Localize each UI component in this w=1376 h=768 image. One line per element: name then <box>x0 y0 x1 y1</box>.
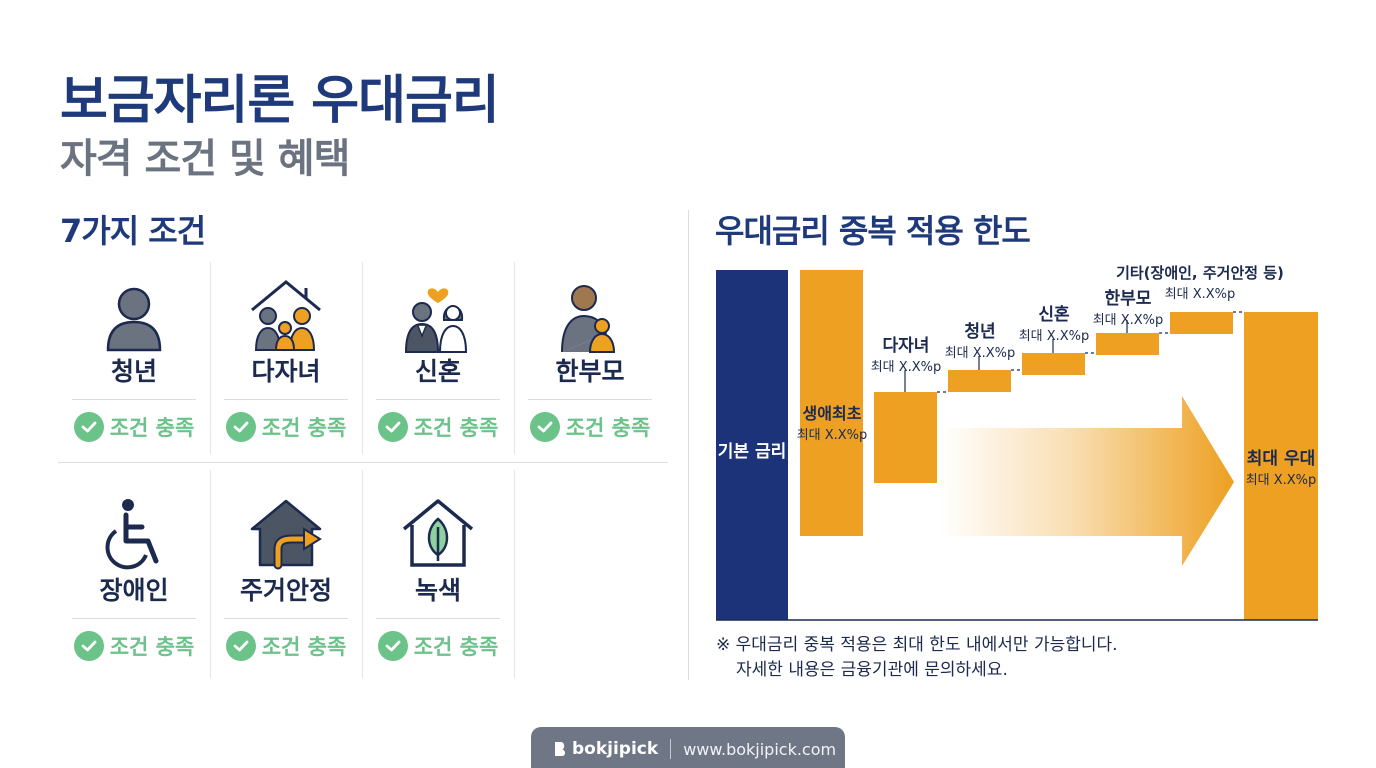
card-divider <box>376 399 500 400</box>
bokjipick-logo-icon <box>555 742 565 756</box>
chart-label-sub: 최대 X.X%p <box>870 360 942 375</box>
bar-multichild <box>874 392 937 483</box>
grid-divider <box>58 462 668 463</box>
grid-divider <box>362 262 363 454</box>
condition-label: 한부모 <box>555 357 625 386</box>
chart-label-single-parent: 한부모 최대 X.X%p <box>1082 284 1174 328</box>
status-text: 조건 충족 <box>565 416 651 440</box>
background-arrow <box>940 396 1234 566</box>
chart-label-first-home: 생애최초 최대 X.X%p <box>790 400 874 443</box>
status-badge: 조건 충족 <box>210 631 362 661</box>
status-badge: 조건 충족 <box>210 412 362 442</box>
section-divider <box>688 210 689 680</box>
condition-label: 주거안정 <box>239 576 332 605</box>
bar-newlywed <box>1022 353 1085 375</box>
check-icon <box>529 412 560 442</box>
chart-label-sub: 최대 X.X%p <box>1164 287 1236 302</box>
card-divider <box>72 399 196 400</box>
condition-card-youth: 청년 조건 충족 <box>58 266 210 461</box>
chart-label-title: 기본 금리 <box>717 442 787 462</box>
house-arrow-icon <box>250 499 322 570</box>
grid-divider <box>514 262 515 454</box>
condition-card-green: 녹색 조건 충족 <box>362 485 514 680</box>
brand-name: bokjipick <box>572 739 659 759</box>
condition-label: 다자녀 <box>251 357 321 386</box>
conditions-heading: 7가지 조건 <box>60 212 206 250</box>
status-badge: 조건 충족 <box>514 412 666 442</box>
condition-card-multichild: 다자녀 조건 충족 <box>210 266 362 461</box>
bar-youth <box>948 370 1011 392</box>
overlap-heading: 우대금리 중복 적용 한도 <box>715 212 1031 250</box>
footer-separator <box>670 739 672 759</box>
status-badge: 조건 충족 <box>362 412 514 442</box>
card-divider <box>224 399 348 400</box>
chart-label-sub: 최대 X.X%p <box>1092 313 1164 328</box>
card-divider <box>72 618 196 619</box>
condition-card-disability: 장애인 조건 충족 <box>58 485 210 680</box>
chart-label-youth: 청년 최대 X.X%p <box>934 317 1026 361</box>
check-icon <box>225 412 256 442</box>
chart-label-title: 생애최초 <box>802 404 862 423</box>
chart-label-title: 한부모 <box>1104 289 1152 309</box>
green-leaf-house-icon <box>402 499 474 567</box>
page-title: 보금자리론 우대금리 <box>60 71 500 131</box>
status-text: 조건 충족 <box>261 416 347 440</box>
chart-label-title: 기타(장애인, 주거안정 등) <box>1116 264 1284 282</box>
family-house-icon <box>251 280 321 351</box>
status-badge: 조건 충족 <box>58 631 210 661</box>
card-divider <box>376 618 500 619</box>
chart-label-multichild: 다자녀 최대 X.X%p <box>860 331 952 375</box>
bar-other <box>1170 312 1233 334</box>
check-icon <box>377 631 408 661</box>
grid-divider <box>362 470 363 678</box>
chart-label-title: 신혼 <box>1038 305 1070 325</box>
wheelchair-icon <box>105 499 159 570</box>
condition-card-newlywed: 신혼 조건 충족 <box>362 266 514 461</box>
card-divider <box>528 399 652 400</box>
note-line: 자세한 내용은 금융기관에 문의하세요. <box>736 660 1008 680</box>
grid-divider <box>210 470 211 678</box>
status-text: 조건 충족 <box>413 416 499 440</box>
grid-divider <box>210 262 211 454</box>
chart-label-title: 청년 <box>964 322 996 342</box>
condition-label: 청년 <box>110 357 157 386</box>
bar-single-parent <box>1096 333 1159 355</box>
chart-label-max: 최대 우대 최대 X.X%p <box>1236 444 1326 488</box>
condition-card-housing-stability: 주거안정 조건 충족 <box>210 485 362 680</box>
chart-label-sub: 최대 X.X%p <box>944 346 1016 361</box>
footer-badge: bokjipick www.bokjipick.com <box>531 727 845 768</box>
newlywed-couple-icon <box>404 288 468 353</box>
card-divider <box>224 618 348 619</box>
chart-label-title: 최대 우대 <box>1246 449 1316 469</box>
chart-label-sub: 최대 X.X%p <box>1245 473 1317 488</box>
check-icon <box>377 412 408 442</box>
chart-label-base: 기본 금리 <box>716 437 788 462</box>
overlap-note: ※ 우대금리 중복 적용은 최대 한도 내에서만 가능합니다. 자세한 내용은 … <box>716 633 1118 683</box>
chart-label-sub: 최대 X.X%p <box>1018 329 1090 344</box>
person-icon <box>106 287 162 352</box>
condition-label: 신혼 <box>414 357 461 386</box>
check-icon <box>73 412 104 442</box>
chart-label-newlywed: 신혼 최대 X.X%p <box>1008 300 1100 344</box>
status-text: 조건 충족 <box>109 635 195 659</box>
status-text: 조건 충족 <box>413 635 499 659</box>
single-parent-icon <box>561 285 616 353</box>
condition-label: 녹색 <box>414 576 461 605</box>
check-icon <box>73 631 104 661</box>
status-text: 조건 충족 <box>261 635 347 659</box>
chart-label-other: 기타(장애인, 주거안정 등) 최대 X.X%p <box>1110 262 1290 302</box>
condition-card-single-parent: 한부모 조건 충족 <box>514 266 666 461</box>
brand: bokjipick <box>553 739 658 759</box>
site-url-link[interactable]: www.bokjipick.com <box>683 739 837 759</box>
check-icon <box>225 631 256 661</box>
grid-divider <box>514 470 515 678</box>
condition-label: 장애인 <box>99 576 169 605</box>
page-subtitle: 자격 조건 및 혜택 <box>60 136 350 182</box>
chart-label-sub: 최대 X.X%p <box>796 428 868 443</box>
status-badge: 조건 충족 <box>58 412 210 442</box>
chart-label-title: 다자녀 <box>882 336 930 356</box>
status-text: 조건 충족 <box>109 416 195 440</box>
note-line: ※ 우대금리 중복 적용은 최대 한도 내에서만 가능합니다. <box>716 635 1118 655</box>
status-badge: 조건 충족 <box>362 631 514 661</box>
